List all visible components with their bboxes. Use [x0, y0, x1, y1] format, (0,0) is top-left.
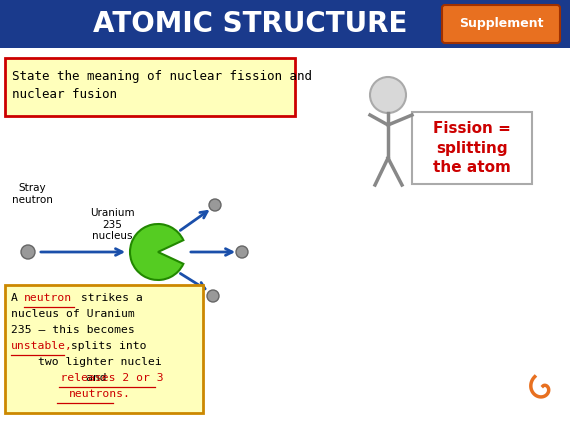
Text: Supplement: Supplement — [459, 17, 543, 30]
Text: splits into: splits into — [64, 341, 146, 351]
Circle shape — [370, 77, 406, 113]
Text: State the meaning of nuclear fission and: State the meaning of nuclear fission and — [12, 70, 312, 83]
FancyBboxPatch shape — [5, 58, 295, 116]
Text: and: and — [86, 373, 114, 383]
Text: neutron: neutron — [24, 293, 72, 303]
Text: releases 2 or 3: releases 2 or 3 — [33, 373, 164, 383]
Text: 235 – this becomes: 235 – this becomes — [11, 325, 135, 335]
Circle shape — [236, 246, 248, 258]
Circle shape — [207, 290, 219, 302]
Text: neutrons.: neutrons. — [69, 389, 131, 399]
Circle shape — [146, 288, 158, 300]
Text: ATOMIC STRUCTURE: ATOMIC STRUCTURE — [93, 10, 407, 38]
FancyBboxPatch shape — [412, 112, 532, 184]
Text: strikes a: strikes a — [74, 293, 142, 303]
Text: two lighter nuclei: two lighter nuclei — [38, 357, 162, 367]
Text: A: A — [11, 293, 25, 303]
Text: Uranium
235
nucleus: Uranium 235 nucleus — [89, 208, 135, 241]
Text: Fission =
splitting
the atom: Fission = splitting the atom — [433, 121, 511, 175]
FancyBboxPatch shape — [5, 285, 203, 413]
Wedge shape — [130, 224, 184, 280]
Circle shape — [21, 245, 35, 259]
Text: nucleus of Uranium: nucleus of Uranium — [11, 309, 135, 319]
Text: nuclear fusion: nuclear fusion — [12, 88, 117, 101]
Circle shape — [209, 199, 221, 211]
Text: Stray
neutron: Stray neutron — [11, 183, 52, 205]
Text: unstable,: unstable, — [11, 341, 73, 351]
Bar — [0, 0, 570, 48]
FancyBboxPatch shape — [442, 5, 560, 43]
